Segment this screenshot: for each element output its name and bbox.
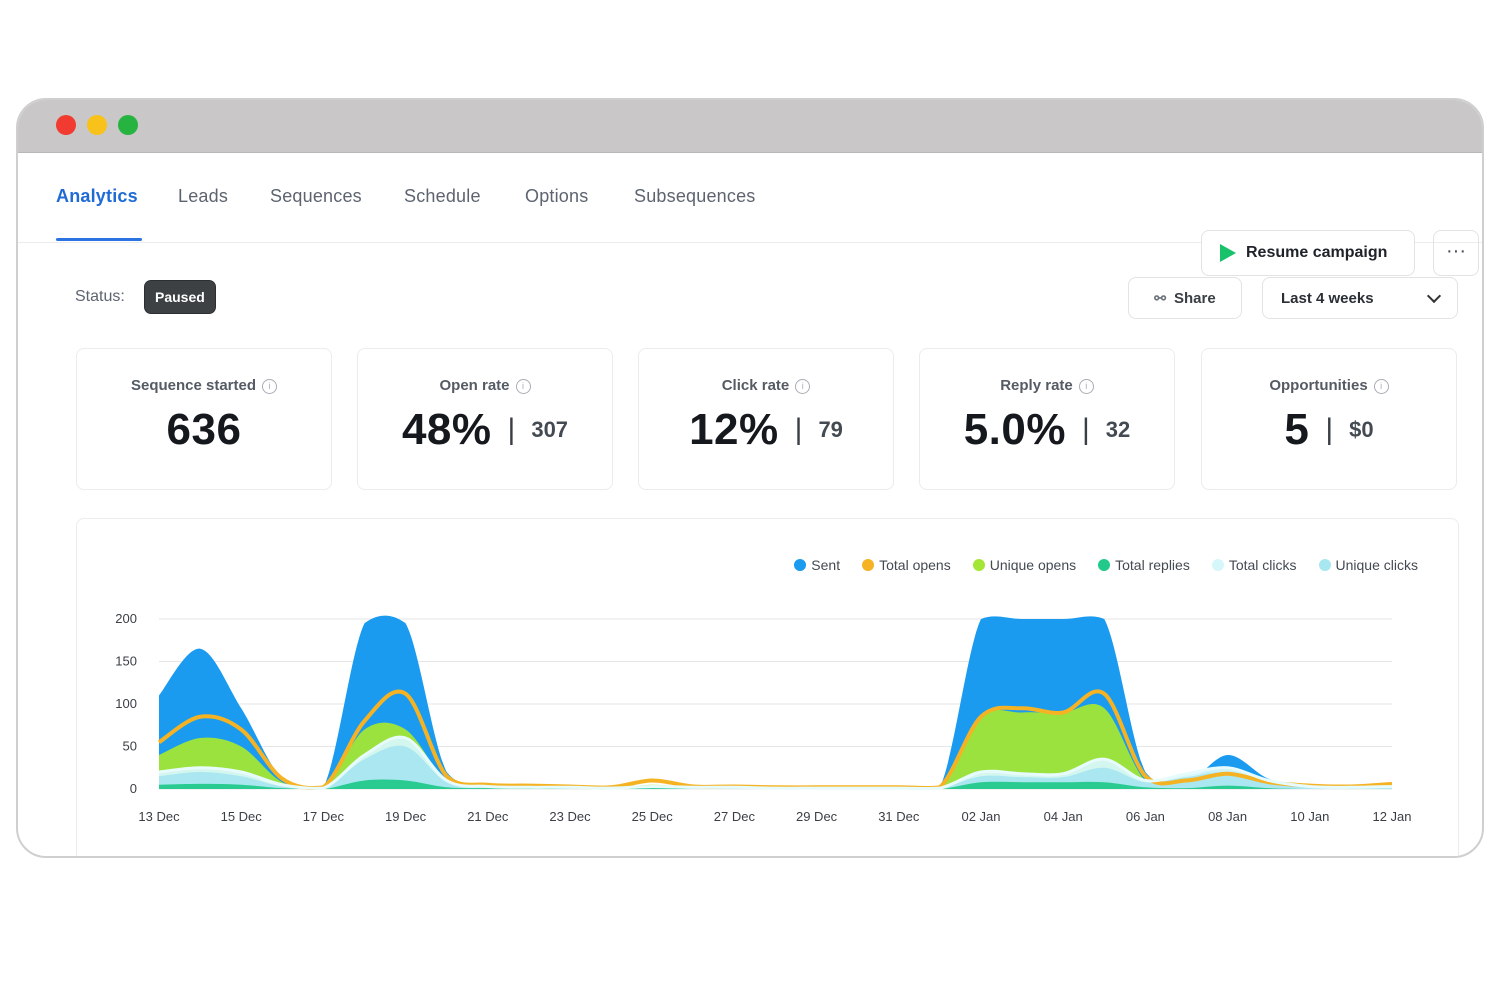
share-label: Share bbox=[1174, 289, 1216, 307]
tab-leads[interactable]: Leads bbox=[178, 186, 229, 206]
tab-subsequences[interactable]: Subsequences bbox=[634, 186, 756, 206]
metric-value: 5.0% bbox=[963, 405, 1066, 454]
tab-schedule[interactable]: Schedule bbox=[404, 186, 481, 206]
legend-label: Total clicks bbox=[1228, 557, 1297, 573]
more-options-button[interactable]: ··· bbox=[1433, 230, 1479, 276]
info-icon[interactable]: i bbox=[262, 379, 278, 394]
x-tick-label: 17 Dec bbox=[303, 809, 345, 824]
legend-swatch bbox=[1318, 559, 1331, 571]
x-tick-label: 23 Dec bbox=[549, 809, 591, 824]
share-button[interactable]: ⚯ Share bbox=[1128, 277, 1242, 319]
info-icon[interactable]: i bbox=[1373, 379, 1389, 394]
metric-value: 636 bbox=[166, 405, 242, 454]
play-icon bbox=[1220, 244, 1236, 262]
share-icon: ⚯ bbox=[1154, 289, 1167, 306]
value-divider: | bbox=[1082, 413, 1090, 446]
legend-swatch bbox=[1211, 559, 1224, 571]
series-line-total-clicks bbox=[158, 735, 1393, 791]
status-badge: Paused bbox=[144, 280, 216, 314]
x-tick-label: 21 Dec bbox=[467, 809, 509, 824]
metric-secondary: 32 bbox=[1105, 417, 1131, 442]
resume-campaign-label: Resume campaign bbox=[1246, 244, 1388, 261]
value-divider: | bbox=[507, 413, 516, 446]
tab-sequences[interactable]: Sequences bbox=[270, 186, 362, 206]
browser-window: Analytics Leads Sequences Schedule Optio… bbox=[16, 98, 1484, 858]
info-icon[interactable]: i bbox=[515, 379, 531, 394]
x-tick-label: 10 Jan bbox=[1290, 809, 1329, 824]
metric-value: 5 bbox=[1284, 405, 1310, 454]
x-tick-label: 19 Dec bbox=[385, 809, 427, 824]
tab-options[interactable]: Options bbox=[525, 186, 589, 206]
metric-card-sequence-started: Sequence started i 636 bbox=[76, 348, 332, 490]
y-tick-label: 0 bbox=[130, 781, 137, 796]
x-tick-label: 06 Jan bbox=[1126, 809, 1165, 824]
y-tick-label: 100 bbox=[115, 696, 137, 711]
y-tick-label: 150 bbox=[115, 654, 137, 669]
series-area-total-replies bbox=[159, 779, 1392, 789]
y-tick-label: 200 bbox=[115, 611, 137, 626]
x-tick-label: 02 Jan bbox=[961, 809, 1000, 824]
x-tick-label: 08 Jan bbox=[1208, 809, 1247, 824]
resume-campaign-button[interactable]: Resume campaign bbox=[1201, 230, 1415, 276]
series-area-unique-clicks bbox=[159, 745, 1392, 789]
chart-legend: Sent Total opens Unique opens Total repl… bbox=[794, 557, 1418, 573]
metric-title: Click rate bbox=[721, 377, 790, 394]
value-divider: | bbox=[794, 413, 803, 446]
more-icon: ··· bbox=[1446, 240, 1466, 262]
value-divider: | bbox=[1325, 413, 1334, 446]
metric-card-opportunities: Opportunities i 5 | $0 bbox=[1201, 348, 1457, 490]
legend-swatch bbox=[972, 559, 985, 571]
legend-swatch bbox=[794, 559, 807, 571]
legend-label: Unique opens bbox=[989, 557, 1077, 573]
info-icon[interactable]: i bbox=[1078, 379, 1094, 394]
legend-swatch bbox=[1098, 559, 1111, 571]
legend-item-total-opens[interactable]: Total opens bbox=[862, 557, 951, 573]
window-titlebar bbox=[18, 100, 1482, 153]
x-tick-label: 25 Dec bbox=[632, 809, 674, 824]
x-tick-label: 04 Jan bbox=[1044, 809, 1083, 824]
metric-title: Reply rate bbox=[1000, 377, 1073, 394]
metric-card-click-rate: Click rate i 12% | 79 bbox=[638, 348, 894, 490]
metric-title: Sequence started bbox=[130, 377, 257, 394]
info-icon[interactable]: i bbox=[795, 379, 811, 394]
x-tick-label: 13 Dec bbox=[138, 809, 180, 824]
legend-label: Total opens bbox=[879, 557, 951, 573]
analytics-chart: 0 50 100 150 200 13 Dec 15 Dec 17 Dec 19 Dec 21 D… bbox=[76, 518, 1459, 856]
metric-secondary: 79 bbox=[818, 417, 843, 442]
legend-swatch bbox=[862, 559, 875, 571]
chart-canvas: 0 50 100 150 200 13 Dec 15 Dec 17 Dec 19 Dec 21 D… bbox=[115, 611, 1411, 824]
close-window-button[interactable] bbox=[56, 115, 76, 135]
tab-bar: Analytics Leads Sequences Schedule Optio… bbox=[18, 152, 1482, 276]
x-tick-label: 12 Jan bbox=[1372, 809, 1411, 824]
status-label: Status: bbox=[75, 288, 125, 305]
x-tick-label: 31 Dec bbox=[878, 809, 920, 824]
metric-value: 48% bbox=[401, 405, 492, 454]
x-tick-label: 15 Dec bbox=[221, 809, 263, 824]
x-tick-label: 29 Dec bbox=[796, 809, 838, 824]
maximize-window-button[interactable] bbox=[118, 115, 138, 135]
metric-card-open-rate: Open rate i 48% | 307 bbox=[357, 348, 613, 490]
date-range-select[interactable]: Last 4 weeks bbox=[1262, 277, 1458, 319]
legend-label: Sent bbox=[811, 557, 841, 573]
legend-item-unique-opens[interactable]: Unique opens bbox=[972, 557, 1077, 573]
metric-value: 12% bbox=[689, 405, 779, 454]
legend-item-sent[interactable]: Sent bbox=[794, 557, 840, 573]
active-tab-indicator bbox=[56, 238, 142, 241]
tab-analytics[interactable]: Analytics bbox=[56, 186, 138, 206]
legend-label: Total replies bbox=[1115, 557, 1190, 573]
minimize-window-button[interactable] bbox=[87, 115, 107, 135]
legend-item-total-clicks[interactable]: Total clicks bbox=[1211, 557, 1297, 573]
legend-item-total-replies[interactable]: Total replies bbox=[1098, 557, 1190, 573]
legend-label: Unique clicks bbox=[1335, 557, 1418, 573]
metric-title: Opportunities bbox=[1269, 377, 1368, 394]
metric-card-reply-rate: Reply rate i 5.0% | 32 bbox=[919, 348, 1175, 490]
metric-secondary: 307 bbox=[531, 417, 569, 442]
chevron-down-icon bbox=[1426, 288, 1442, 303]
metric-secondary: $0 bbox=[1349, 417, 1374, 442]
date-range-value: Last 4 weeks bbox=[1281, 289, 1374, 307]
legend-item-unique-clicks[interactable]: Unique clicks bbox=[1318, 557, 1418, 573]
y-tick-label: 50 bbox=[123, 739, 137, 754]
x-tick-label: 27 Dec bbox=[714, 809, 756, 824]
metric-title: Open rate bbox=[439, 377, 510, 394]
